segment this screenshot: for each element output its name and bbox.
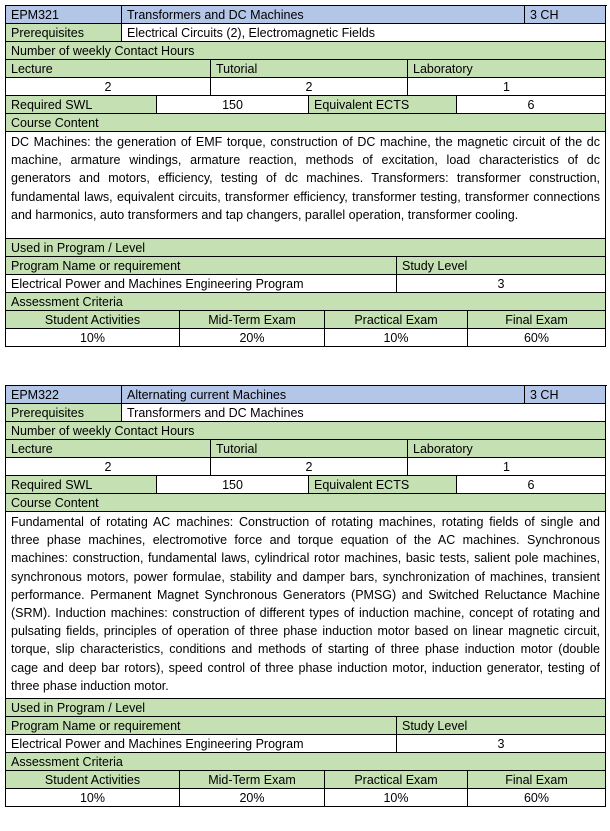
assessment-value: 10% bbox=[6, 329, 180, 347]
assessment-value: 60% bbox=[468, 329, 606, 347]
study-level: 3 bbox=[397, 275, 606, 293]
laboratory-hours: 1 bbox=[408, 458, 606, 476]
course-code: EPM321 bbox=[6, 6, 122, 24]
prerequisites-value: Electrical Circuits (2), Electromagnetic… bbox=[122, 24, 606, 42]
tutorial-label: Tutorial bbox=[211, 60, 408, 78]
assessment-value: 10% bbox=[325, 329, 468, 347]
tutorial-label: Tutorial bbox=[211, 440, 408, 458]
assessment-value: 20% bbox=[180, 789, 325, 807]
course-content-label: Course Content bbox=[6, 494, 606, 512]
course-code: EPM322 bbox=[6, 386, 122, 404]
ects-value: 6 bbox=[457, 476, 606, 494]
course-table-EPM321: EPM321 Transformers and DC Machines 3 CH P… bbox=[5, 5, 607, 347]
assessment-header: Student Activities bbox=[6, 311, 180, 329]
laboratory-label: Laboratory bbox=[408, 440, 606, 458]
used-in-program-label: Used in Program / Level bbox=[6, 239, 606, 257]
prerequisites-label: Prerequisites bbox=[6, 404, 122, 422]
contact-hours-label: Number of weekly Contact Hours bbox=[6, 422, 606, 440]
swl-label: Required SWL bbox=[6, 96, 157, 114]
assessment-header: Student Activities bbox=[6, 771, 180, 789]
header-row: EPM321 Transformers and DC Machines 3 CH bbox=[6, 6, 607, 24]
lecture-hours: 2 bbox=[6, 78, 211, 96]
swl-value: 150 bbox=[157, 96, 309, 114]
course-content-text: Fundamental of rotating AC machines: Con… bbox=[6, 512, 606, 699]
course-content-label: Course Content bbox=[6, 114, 606, 132]
lecture-label: Lecture bbox=[6, 60, 211, 78]
course-title: Alternating current Machines bbox=[122, 386, 525, 404]
laboratory-hours: 1 bbox=[408, 78, 606, 96]
lecture-label: Lecture bbox=[6, 440, 211, 458]
ects-label: Equivalent ECTS bbox=[309, 96, 457, 114]
header-row: EPM322 Alternating current Machines 3 CH bbox=[6, 386, 607, 404]
assessment-value: 60% bbox=[468, 789, 606, 807]
assessment-header: Final Exam bbox=[468, 771, 606, 789]
program-name-label: Program Name or requirement bbox=[6, 257, 397, 275]
assessment-header: Mid-Term Exam bbox=[180, 771, 325, 789]
laboratory-label: Laboratory bbox=[408, 60, 606, 78]
course-content-text: DC Machines: the generation of EMF torqu… bbox=[6, 132, 606, 239]
tutorial-hours: 2 bbox=[211, 458, 408, 476]
swl-value: 150 bbox=[157, 476, 309, 494]
credit-hours: 3 CH bbox=[525, 386, 606, 404]
assessment-header: Mid-Term Exam bbox=[180, 311, 325, 329]
swl-label: Required SWL bbox=[6, 476, 157, 494]
assessment-header: Practical Exam bbox=[325, 311, 468, 329]
assessment-value: 20% bbox=[180, 329, 325, 347]
prerequisites-label: Prerequisites bbox=[6, 24, 122, 42]
program-name-label: Program Name or requirement bbox=[6, 717, 397, 735]
assessment-header: Final Exam bbox=[468, 311, 606, 329]
contact-hours-label: Number of weekly Contact Hours bbox=[6, 42, 606, 60]
study-level: 3 bbox=[397, 735, 606, 753]
study-level-label: Study Level bbox=[397, 717, 606, 735]
assessment-value: 10% bbox=[325, 789, 468, 807]
used-in-program-label: Used in Program / Level bbox=[6, 699, 606, 717]
ects-value: 6 bbox=[457, 96, 606, 114]
program-name: Electrical Power and Machines Engineerin… bbox=[6, 735, 397, 753]
study-level-label: Study Level bbox=[397, 257, 606, 275]
tutorial-hours: 2 bbox=[211, 78, 408, 96]
course-table-EPM322: EPM322 Alternating current Machines 3 CH P… bbox=[5, 385, 607, 807]
credit-hours: 3 CH bbox=[525, 6, 606, 24]
lecture-hours: 2 bbox=[6, 458, 211, 476]
assessment-value: 10% bbox=[6, 789, 180, 807]
assessment-header: Practical Exam bbox=[325, 771, 468, 789]
ects-label: Equivalent ECTS bbox=[309, 476, 457, 494]
assessment-criteria-label: Assessment Criteria bbox=[6, 753, 606, 771]
program-name: Electrical Power and Machines Engineerin… bbox=[6, 275, 397, 293]
prerequisites-value: Transformers and DC Machines bbox=[122, 404, 606, 422]
assessment-criteria-label: Assessment Criteria bbox=[6, 293, 606, 311]
course-title: Transformers and DC Machines bbox=[122, 6, 525, 24]
